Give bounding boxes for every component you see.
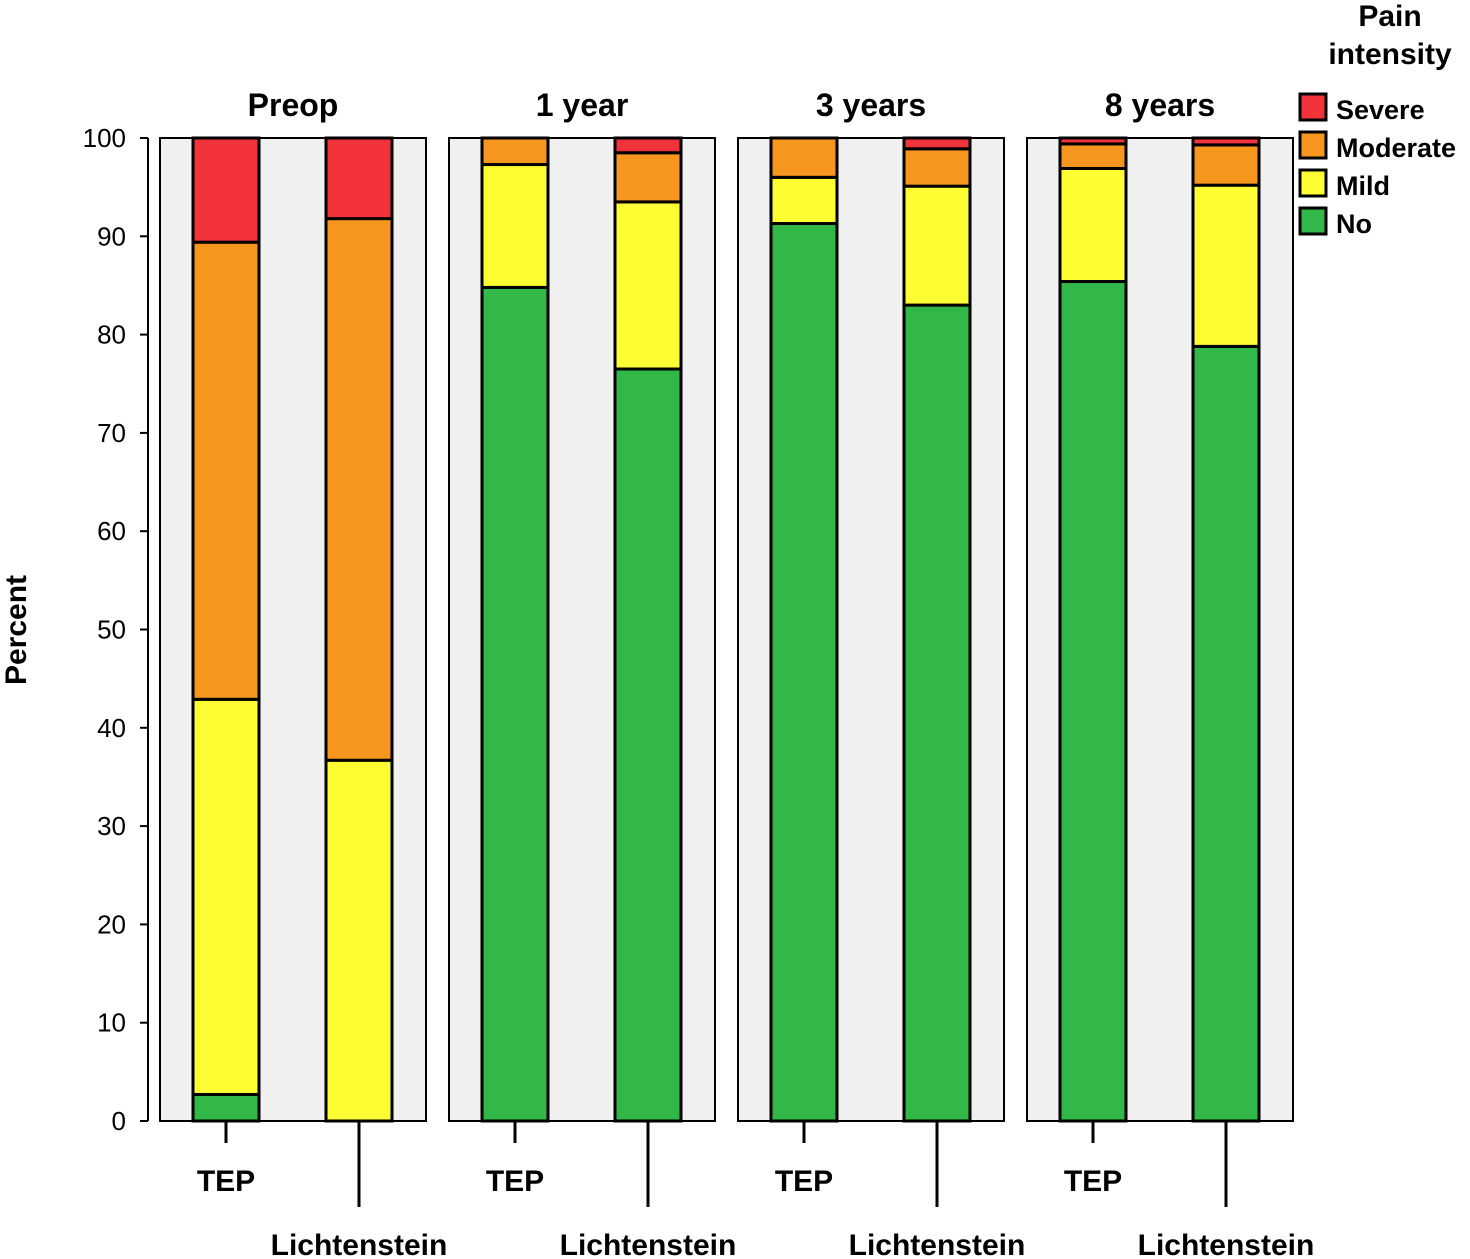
- panel-title: Preop: [248, 87, 339, 123]
- bar-segment-moderate: [1058, 142, 1128, 170]
- panels: Preop TEP Lichtenstein 1 year TEP Lichtenstei…: [159, 87, 1315, 1259]
- y-tick-label: 90: [97, 221, 126, 251]
- panel-title: 8 years: [1105, 87, 1215, 123]
- bar-segment-mild: [902, 184, 972, 307]
- bar-segment-severe: [324, 136, 394, 221]
- y-tick-label: 60: [97, 516, 126, 546]
- y-tick-label: 50: [97, 615, 126, 645]
- legend-swatch: [1298, 130, 1328, 160]
- bar-segment-no: [1191, 344, 1261, 1123]
- x-tick-label: Lichtenstein: [560, 1229, 737, 1259]
- bar-segment-moderate: [324, 217, 394, 762]
- bar-segment-mild: [1191, 183, 1261, 348]
- panel-title: 1 year: [536, 87, 629, 123]
- y-tick-label: 70: [97, 418, 126, 448]
- y-tick-label: 40: [97, 713, 126, 743]
- x-tick-label: Lichtenstein: [1138, 1229, 1315, 1259]
- y-tick-label: 10: [97, 1008, 126, 1038]
- x-tick-label: Lichtenstein: [271, 1229, 448, 1259]
- bar-segment-severe: [902, 136, 972, 151]
- bar-segment-no: [902, 303, 972, 1123]
- x-tick-label: Lichtenstein: [849, 1229, 1026, 1259]
- bar-segment-mild: [613, 200, 683, 371]
- bar-segment-severe: [1191, 136, 1261, 147]
- bar-segment-severe: [191, 136, 261, 244]
- x-tick-label: TEP: [486, 1165, 544, 1198]
- bar-segment-mild: [480, 163, 550, 289]
- legend-label: Moderate: [1336, 133, 1456, 163]
- legend: Pain intensity Severe Moderate Mild No: [1298, 0, 1456, 239]
- bar-segment-moderate: [1191, 143, 1261, 187]
- bar-segment-mild: [769, 175, 839, 226]
- bar-segment-moderate: [191, 240, 261, 701]
- y-tick-label: 100: [83, 123, 126, 153]
- legend-swatch: [1298, 206, 1328, 236]
- bar-segment-no: [191, 1092, 261, 1123]
- legend-label: Mild: [1336, 171, 1390, 201]
- y-tick-label: 30: [97, 811, 126, 841]
- legend-label: No: [1336, 209, 1372, 239]
- x-tick-label: TEP: [197, 1165, 255, 1198]
- y-tick-label: 20: [97, 909, 126, 939]
- x-tick-label: TEP: [1064, 1165, 1122, 1198]
- bar-segment-no: [769, 222, 839, 1123]
- bar-segment-moderate: [480, 136, 550, 167]
- bar-segment-moderate: [613, 151, 683, 204]
- panel-0: Preop TEP Lichtenstein: [159, 87, 448, 1259]
- y-tick-label: 80: [97, 320, 126, 350]
- bar-segment-severe: [1058, 136, 1128, 146]
- bar-segment-mild: [324, 758, 394, 1123]
- x-tick-label: TEP: [775, 1165, 833, 1198]
- bar-segment-moderate: [769, 136, 839, 179]
- panel-1: 1 year TEP Lichtenstein: [448, 87, 737, 1259]
- bar-segment-moderate: [902, 147, 972, 188]
- legend-swatch: [1298, 168, 1328, 198]
- legend-label: Severe: [1336, 95, 1425, 125]
- y-axis-label: Percent: [0, 575, 33, 685]
- bar-segment-severe: [613, 136, 683, 155]
- legend-title: intensity: [1328, 38, 1452, 71]
- bar-segment-no: [480, 285, 550, 1123]
- legend-title: Pain: [1358, 0, 1421, 33]
- bar-segment-mild: [1058, 166, 1128, 284]
- panel-3: 8 years TEP Lichtenstein: [1026, 87, 1315, 1259]
- panel-title: 3 years: [816, 87, 926, 123]
- bar-segment-no: [613, 367, 683, 1123]
- legend-swatch: [1298, 92, 1328, 122]
- y-axis: 0 10 20 30 40 50 60 70 80 90 100: [83, 123, 149, 1136]
- panel-2: 3 years TEP Lichtenstein: [737, 87, 1026, 1259]
- y-tick-label: 0: [112, 1106, 126, 1136]
- bar-segment-mild: [191, 697, 261, 1096]
- bar-segment-no: [1058, 280, 1128, 1123]
